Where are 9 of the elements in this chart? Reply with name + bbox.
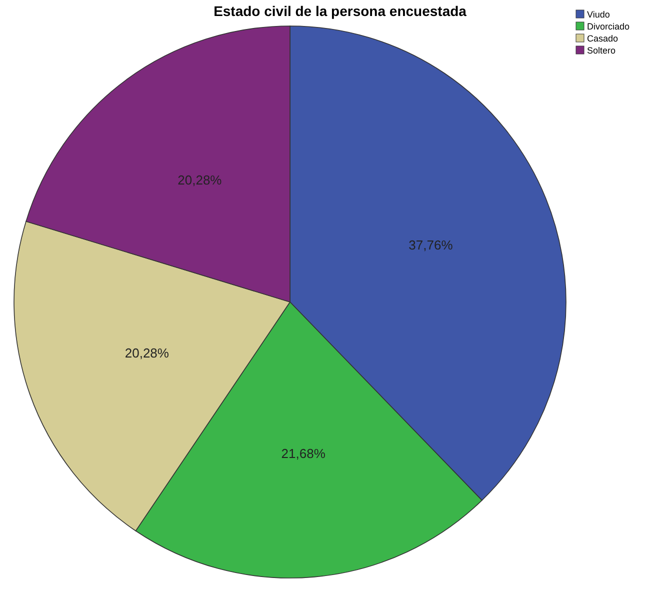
data-label: 20,28% bbox=[124, 345, 170, 360]
data-label: 20,28% bbox=[178, 172, 222, 188]
legend-label: Viudo bbox=[587, 10, 610, 20]
data-label: 37,76% bbox=[408, 238, 454, 253]
data-label: 21,68% bbox=[281, 446, 326, 461]
legend-label: Soltero bbox=[587, 46, 616, 56]
legend-label: Casado bbox=[587, 34, 618, 44]
legend-label: Divorciado bbox=[587, 22, 630, 32]
chart-title: Estado civil de la persona encuestada bbox=[214, 3, 467, 19]
